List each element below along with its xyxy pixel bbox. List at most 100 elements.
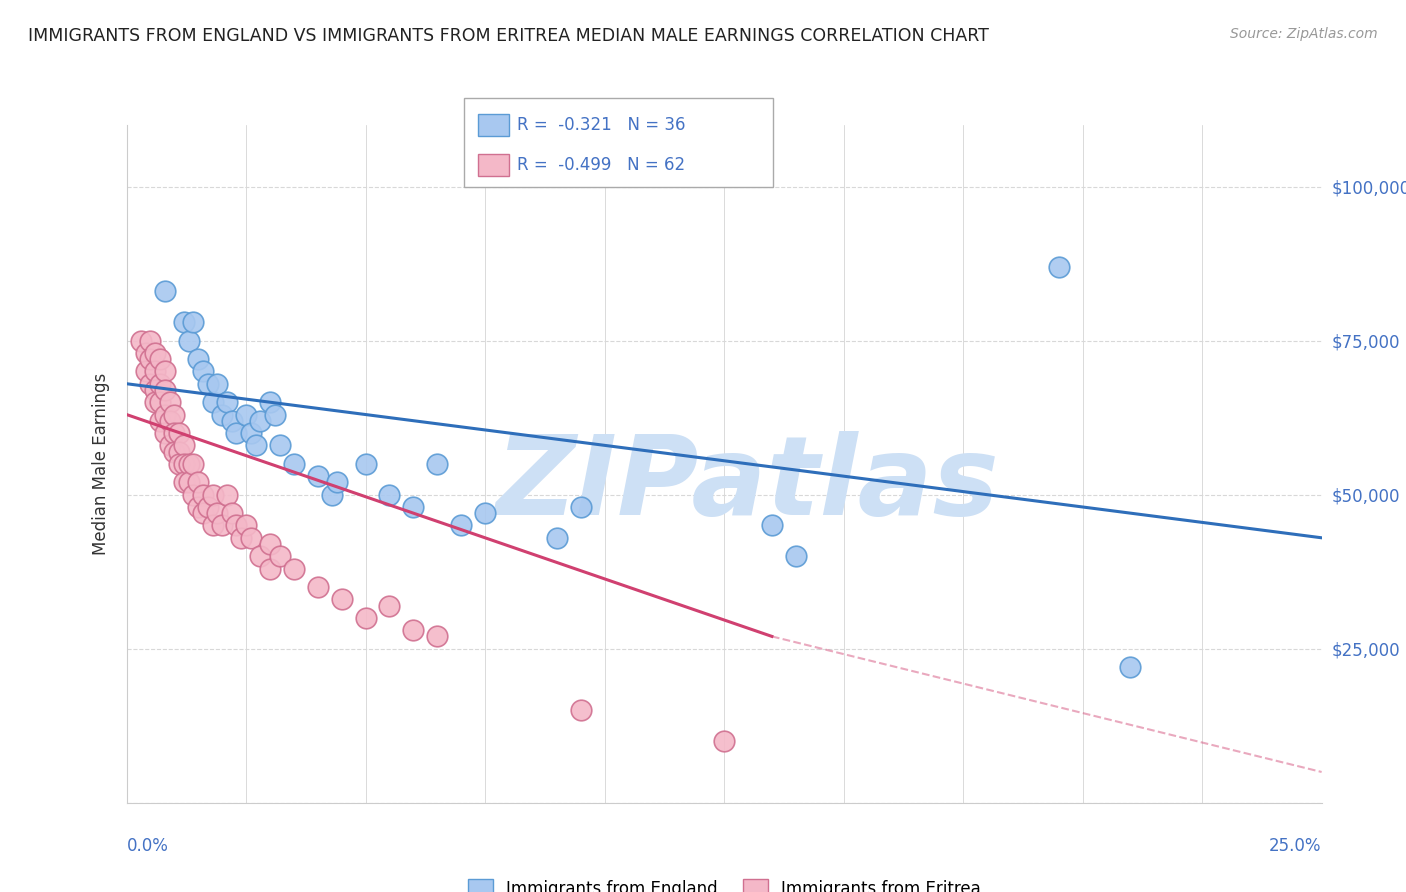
Point [239, 531, 262, 545]
Point [153, 285, 176, 299]
Point [207, 376, 229, 391]
Point [231, 531, 253, 545]
Point [354, 611, 377, 625]
Y-axis label: Median Male Earnings: Median Male Earnings [91, 373, 110, 555]
Text: IMMIGRANTS FROM ENGLAND VS IMMIGRANTS FROM ERITREA MEDIAN MALE EARNINGS CORRELAT: IMMIGRANTS FROM ENGLAND VS IMMIGRANTS FR… [28, 27, 988, 45]
Point [187, 475, 209, 490]
Point [235, 518, 257, 533]
Point [159, 395, 181, 409]
Point [153, 364, 176, 378]
Point [450, 518, 472, 533]
Point [149, 414, 172, 428]
Point [143, 395, 166, 409]
Point [378, 488, 401, 502]
Point [211, 408, 233, 422]
Point [1119, 660, 1142, 674]
Point [173, 438, 195, 452]
Point [785, 549, 807, 564]
Point [143, 346, 166, 360]
Point [330, 592, 353, 607]
Point [187, 352, 209, 367]
Point [183, 457, 205, 471]
Point [173, 457, 195, 471]
Point [221, 414, 243, 428]
Point [259, 537, 281, 551]
Point [211, 518, 233, 533]
Point [163, 425, 186, 440]
Point [187, 500, 209, 514]
Point [163, 444, 186, 458]
Point [263, 408, 285, 422]
Point [283, 561, 305, 575]
Point [221, 506, 243, 520]
Point [569, 500, 592, 514]
Point [546, 531, 568, 545]
Point [321, 488, 343, 502]
Point [191, 506, 214, 520]
Point [283, 457, 305, 471]
Point [159, 414, 181, 428]
Point [191, 488, 214, 502]
Point [307, 469, 329, 483]
Point [215, 395, 238, 409]
Point [129, 334, 152, 348]
Point [149, 395, 172, 409]
Point [177, 334, 200, 348]
Point [167, 457, 190, 471]
Point [569, 703, 592, 717]
Point [307, 580, 329, 594]
Point [426, 629, 449, 643]
Point [207, 506, 229, 520]
Point [177, 457, 200, 471]
Point [259, 395, 281, 409]
Point [215, 488, 238, 502]
Point [402, 624, 425, 638]
Point [245, 438, 267, 452]
Point [143, 364, 166, 378]
Point [474, 506, 496, 520]
Point [201, 488, 224, 502]
Point [153, 383, 176, 397]
Point [163, 408, 186, 422]
Point [378, 599, 401, 613]
Point [183, 488, 205, 502]
Text: 25.0%: 25.0% [1270, 837, 1322, 855]
Point [197, 376, 219, 391]
Point [149, 376, 172, 391]
Point [761, 518, 783, 533]
Point [225, 425, 247, 440]
Point [426, 457, 449, 471]
Point [153, 408, 176, 422]
Legend: Immigrants from England, Immigrants from Eritrea: Immigrants from England, Immigrants from… [461, 872, 987, 892]
Point [201, 395, 224, 409]
Point [173, 315, 195, 329]
Point [235, 408, 257, 422]
Point [135, 364, 157, 378]
Point [139, 352, 162, 367]
Point [402, 500, 425, 514]
Text: R =  -0.499   N = 62: R = -0.499 N = 62 [517, 156, 686, 174]
Point [249, 549, 271, 564]
Point [326, 475, 349, 490]
Point [197, 500, 219, 514]
Point [269, 549, 291, 564]
Point [713, 734, 735, 748]
Point [354, 457, 377, 471]
Point [239, 425, 262, 440]
Text: R =  -0.321   N = 36: R = -0.321 N = 36 [517, 116, 686, 134]
Point [135, 346, 157, 360]
Point [167, 425, 190, 440]
Point [173, 475, 195, 490]
Point [177, 475, 200, 490]
Point [191, 364, 214, 378]
Point [201, 518, 224, 533]
Point [249, 414, 271, 428]
Point [153, 425, 176, 440]
Text: 0.0%: 0.0% [127, 837, 169, 855]
Text: Source: ZipAtlas.com: Source: ZipAtlas.com [1230, 27, 1378, 41]
Point [269, 438, 291, 452]
Text: ZIPatlas: ZIPatlas [496, 431, 1000, 538]
Point [143, 383, 166, 397]
Point [149, 352, 172, 367]
Point [159, 438, 181, 452]
